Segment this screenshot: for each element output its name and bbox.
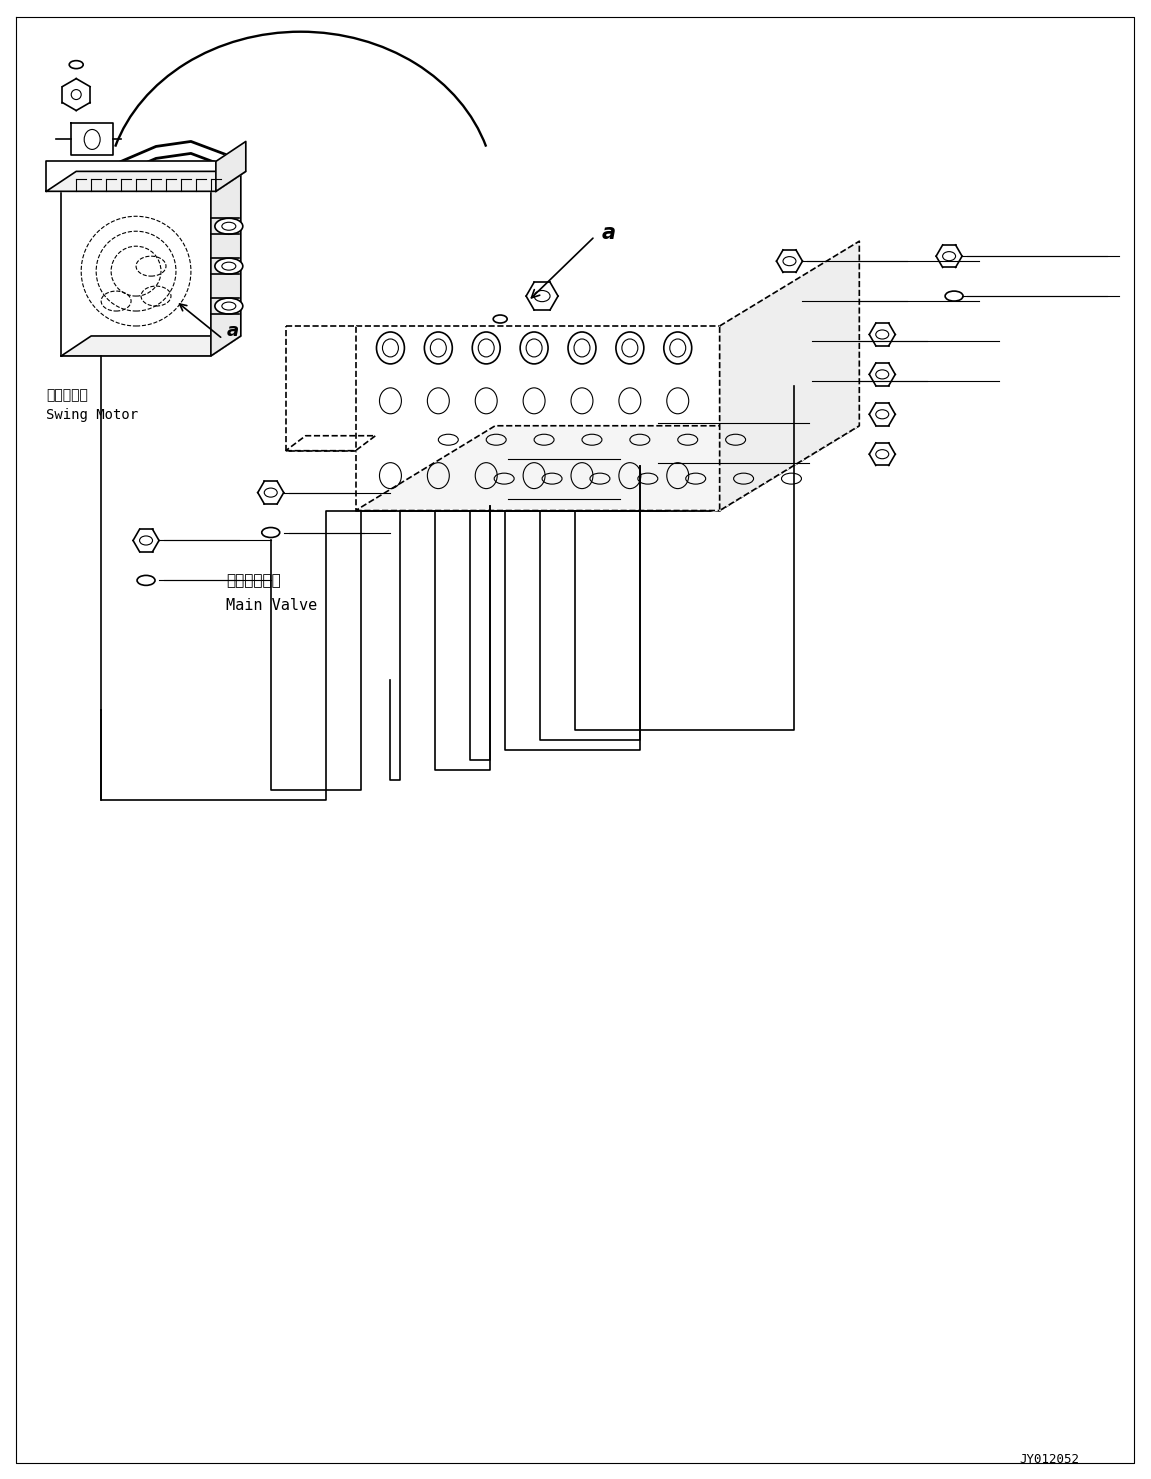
Ellipse shape <box>215 219 243 234</box>
Text: Swing Motor: Swing Motor <box>46 408 138 422</box>
Polygon shape <box>46 161 216 191</box>
Ellipse shape <box>215 299 243 314</box>
Text: メインバルブ: メインバルブ <box>226 574 281 589</box>
Polygon shape <box>211 172 241 356</box>
Text: 旋回モータ: 旋回モータ <box>46 387 89 402</box>
Ellipse shape <box>472 331 501 364</box>
Text: JY012052: JY012052 <box>1019 1454 1078 1466</box>
Ellipse shape <box>567 331 596 364</box>
Text: Main Valve: Main Valve <box>226 599 317 614</box>
Polygon shape <box>356 426 860 510</box>
Ellipse shape <box>664 331 692 364</box>
Polygon shape <box>216 142 246 191</box>
Polygon shape <box>61 191 211 356</box>
Polygon shape <box>719 241 860 510</box>
Text: a: a <box>227 322 239 340</box>
Ellipse shape <box>520 331 548 364</box>
Polygon shape <box>356 325 719 510</box>
Polygon shape <box>46 172 246 191</box>
Polygon shape <box>61 336 241 356</box>
Text: a: a <box>602 223 616 243</box>
Ellipse shape <box>425 331 452 364</box>
Polygon shape <box>285 325 356 451</box>
Ellipse shape <box>616 331 643 364</box>
Ellipse shape <box>376 331 404 364</box>
Ellipse shape <box>215 259 243 274</box>
